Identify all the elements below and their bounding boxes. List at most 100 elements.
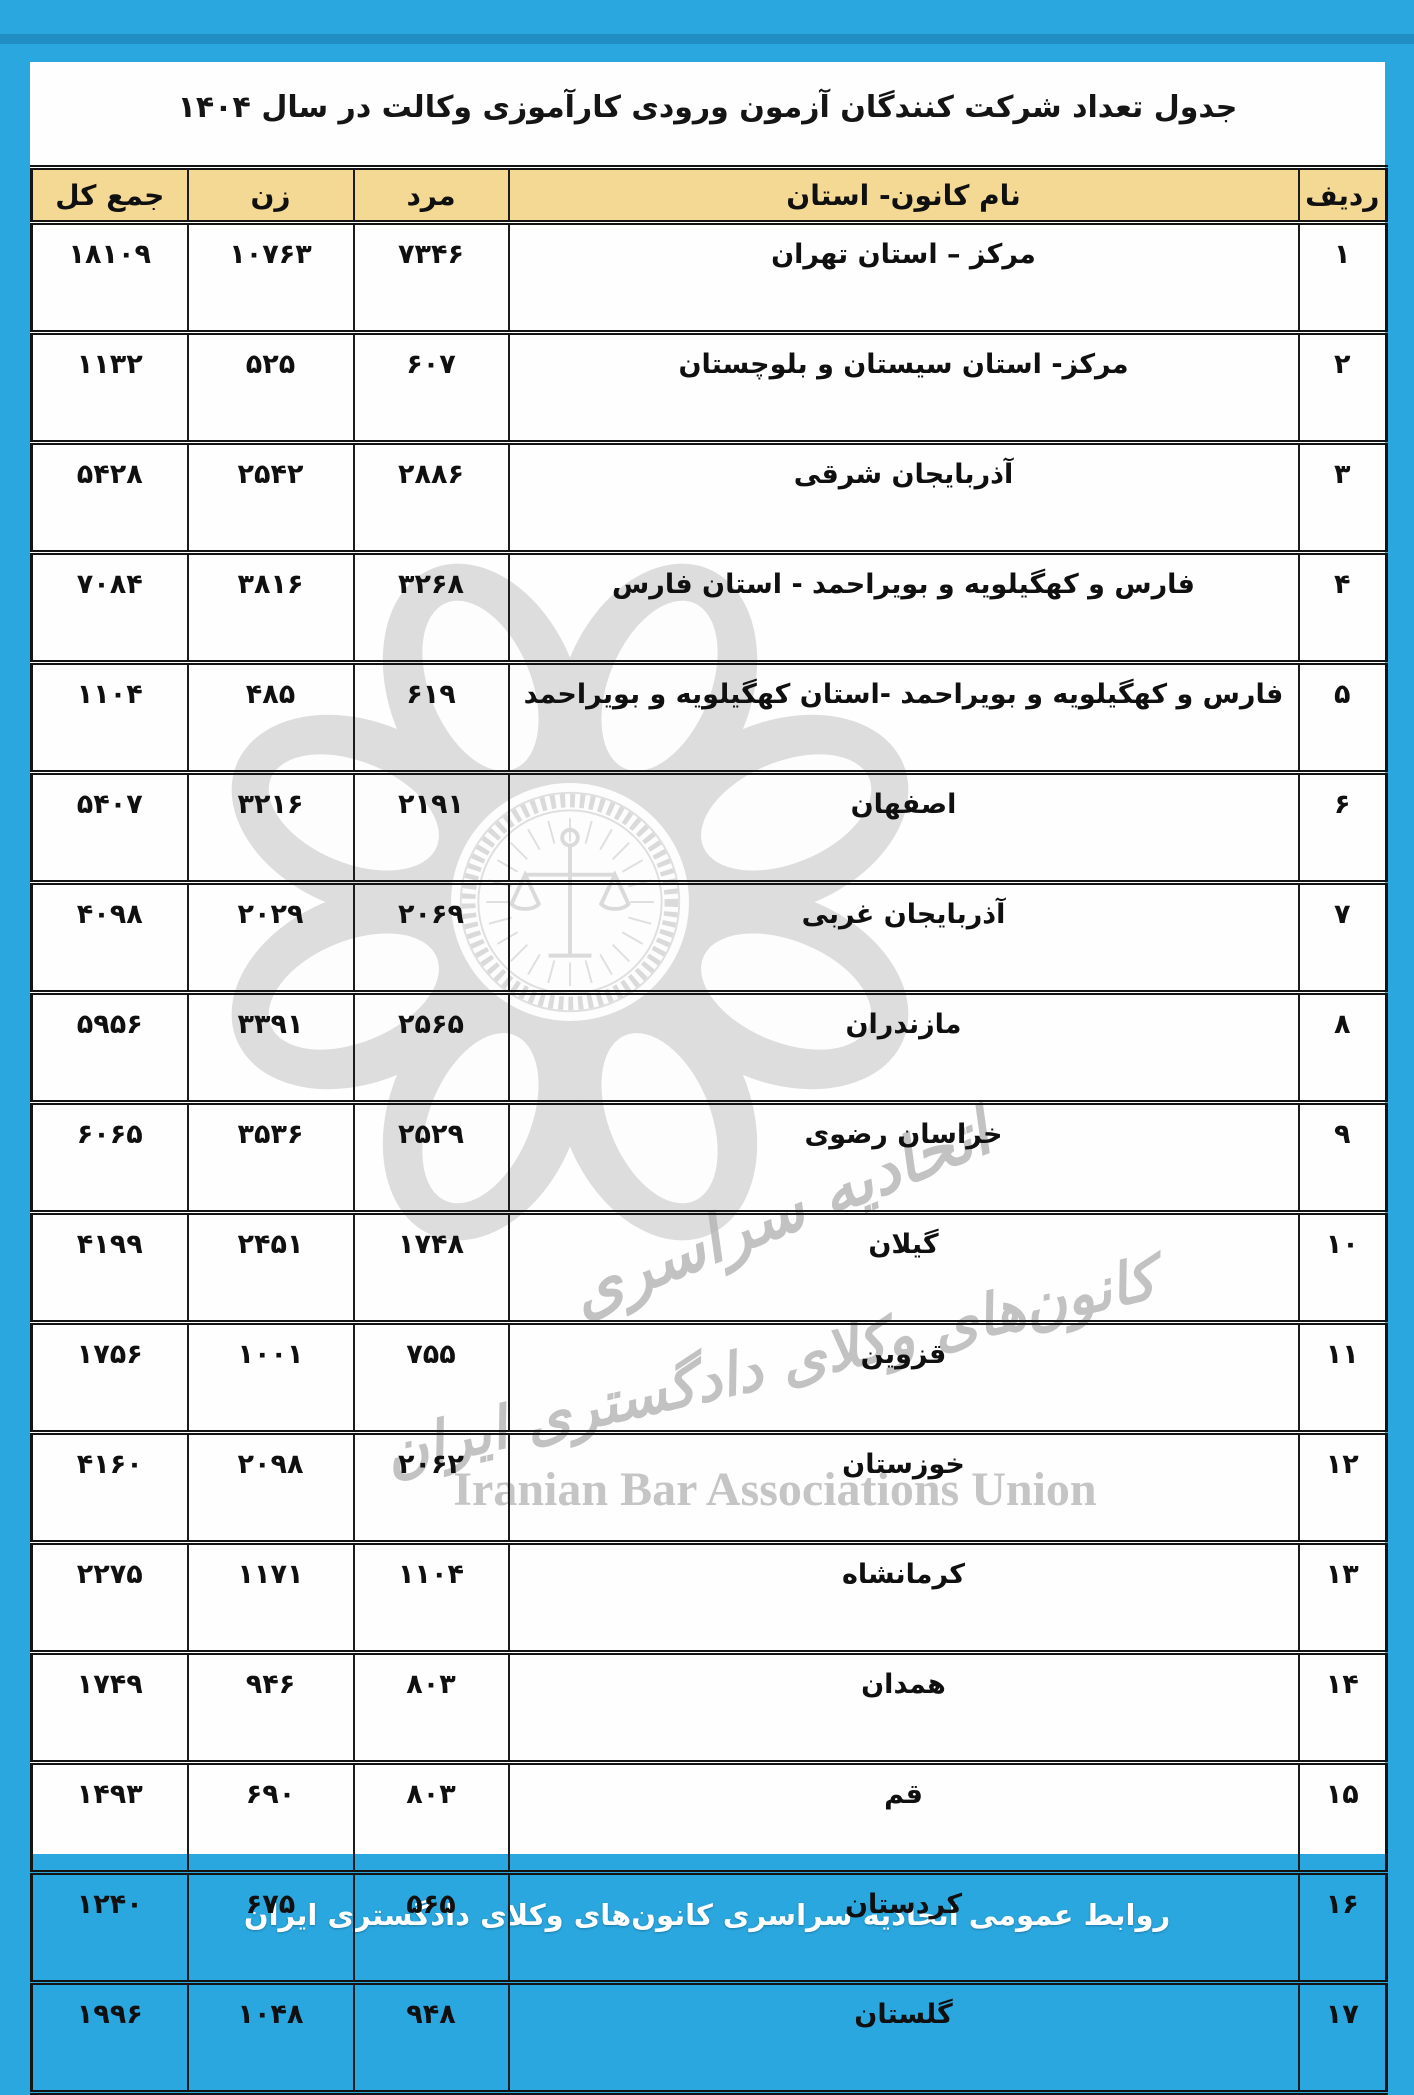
cell-male-count: ۸۰۳: [352, 1760, 510, 1875]
cell-male-count: ۲۵۶۵: [352, 990, 510, 1105]
cell-row-number: ۱۲: [1297, 1430, 1388, 1545]
table-row: ۵ فارس و کهگیلویه و بویراحمد -استان کهگی…: [30, 660, 1388, 775]
cell-male-count: ۳۲۶۸: [352, 550, 510, 665]
cell-female-count: ۹۴۶: [186, 1650, 355, 1765]
cell-male-count: ۲۱۹۱: [352, 770, 510, 885]
cell-association-name: خوزستان: [507, 1430, 1300, 1545]
cell-female-count: ۴۸۵: [186, 660, 355, 775]
cell-association-name: مرکز- استان سیستان و بلوچستان: [507, 330, 1300, 445]
document-title: جدول تعداد شرکت کنندگان آزمون ورودی کارآ…: [177, 90, 1238, 125]
cell-row-number: ۸: [1297, 990, 1388, 1105]
col-header-association-name: نام کانون- استان: [507, 165, 1300, 225]
cell-total-count: ۱۹۹۶: [30, 1980, 189, 2095]
cell-total-count: ۱۲۴۰: [30, 1870, 189, 1985]
cell-female-count: ۳۲۱۶: [186, 770, 355, 885]
cell-total-count: ۶۰۶۵: [30, 1100, 189, 1215]
cell-association-name: اصفهان: [507, 770, 1300, 885]
top-edge-shadow: [0, 34, 1414, 44]
cell-female-count: ۲۴۵۱: [186, 1210, 355, 1325]
cell-association-name: آذربایجان غربی: [507, 880, 1300, 995]
table-row: ۱۰ گیلان ۱۷۴۸ ۲۴۵۱ ۴۱۹۹: [30, 1210, 1388, 1325]
cell-association-name: کردستان: [507, 1870, 1300, 1985]
cell-male-count: ۸۰۳: [352, 1650, 510, 1765]
table-header-row: ردیف نام کانون- استان مرد زن جمع کل: [30, 165, 1388, 225]
cell-association-name: همدان: [507, 1650, 1300, 1765]
cell-association-name: فارس و کهگیلویه و بویراحمد -استان کهگیلو…: [507, 660, 1300, 775]
col-header-male: مرد: [352, 165, 510, 225]
cell-row-number: ۱۳: [1297, 1540, 1388, 1655]
table-row: ۷ آذربایجان غربی ۲۰۶۹ ۲۰۲۹ ۴۰۹۸: [30, 880, 1388, 995]
cell-female-count: ۱۰۷۶۳: [186, 220, 355, 335]
cell-total-count: ۲۲۷۵: [30, 1540, 189, 1655]
cell-association-name: قم: [507, 1760, 1300, 1875]
cell-female-count: ۳۵۳۶: [186, 1100, 355, 1215]
col-header-female: زن: [186, 165, 355, 225]
cell-total-count: ۱۱۰۴: [30, 660, 189, 775]
cell-total-count: ۱۷۴۹: [30, 1650, 189, 1765]
cell-association-name: خراسان رضوی: [507, 1100, 1300, 1215]
cell-total-count: ۱۸۱۰۹: [30, 220, 189, 335]
cell-male-count: ۷۳۴۶: [352, 220, 510, 335]
cell-total-count: ۴۰۹۸: [30, 880, 189, 995]
table-row: ۳ آذربایجان شرقی ۲۸۸۶ ۲۵۴۲ ۵۴۲۸: [30, 440, 1388, 555]
cell-row-number: ۵: [1297, 660, 1388, 775]
cell-female-count: ۱۰۴۸: [186, 1980, 355, 2095]
cell-row-number: ۶: [1297, 770, 1388, 885]
cell-total-count: ۴۱۶۰: [30, 1430, 189, 1545]
cell-row-number: ۴: [1297, 550, 1388, 665]
cell-male-count: ۶۱۹: [352, 660, 510, 775]
table-row: ۴ فارس و کهگیلویه و بویراحمد - استان فار…: [30, 550, 1388, 665]
table-row: ۸ مازندران ۲۵۶۵ ۳۳۹۱ ۵۹۵۶: [30, 990, 1388, 1105]
cell-total-count: ۵۴۰۷: [30, 770, 189, 885]
cell-association-name: گلستان: [507, 1980, 1300, 2095]
cell-row-number: ۱۷: [1297, 1980, 1388, 2095]
table-row: ۱۴ همدان ۸۰۳ ۹۴۶ ۱۷۴۹: [30, 1650, 1388, 1765]
col-header-total: جمع کل: [30, 165, 189, 225]
col-header-row-number: ردیف: [1297, 165, 1388, 225]
cell-row-number: ۱۴: [1297, 1650, 1388, 1765]
cell-association-name: مرکز – استان تهران: [507, 220, 1300, 335]
cell-female-count: ۳۳۹۱: [186, 990, 355, 1105]
table-row: ۱۲ خوزستان ۲۰۶۲ ۲۰۹۸ ۴۱۶۰: [30, 1430, 1388, 1545]
table-row: ۱۷ گلستان ۹۴۸ ۱۰۴۸ ۱۹۹۶: [30, 1980, 1388, 2095]
cell-row-number: ۱۶: [1297, 1870, 1388, 1985]
cell-total-count: ۱۱۳۲: [30, 330, 189, 445]
cell-male-count: ۱۷۴۸: [352, 1210, 510, 1325]
cell-total-count: ۷۰۸۴: [30, 550, 189, 665]
cell-row-number: ۲: [1297, 330, 1388, 445]
cell-row-number: ۳: [1297, 440, 1388, 555]
page: { "page": { "title": "جدول تعداد شرکت کن…: [0, 34, 1414, 2095]
cell-total-count: ۴۱۹۹: [30, 1210, 189, 1325]
participants-table: ردیف نام کانون- استان مرد زن جمع کل ۱ مر…: [30, 165, 1388, 2095]
cell-male-count: ۲۸۸۶: [352, 440, 510, 555]
table-row: ۹ خراسان رضوی ۲۵۲۹ ۳۵۳۶ ۶۰۶۵: [30, 1100, 1388, 1215]
cell-row-number: ۱: [1297, 220, 1388, 335]
cell-male-count: ۵۶۵: [352, 1870, 510, 1985]
cell-male-count: ۲۰۶۹: [352, 880, 510, 995]
cell-female-count: ۵۲۵: [186, 330, 355, 445]
cell-row-number: ۱۰: [1297, 1210, 1388, 1325]
cell-row-number: ۷: [1297, 880, 1388, 995]
cell-male-count: ۶۰۷: [352, 330, 510, 445]
cell-total-count: ۱۷۵۶: [30, 1320, 189, 1435]
cell-female-count: ۳۸۱۶: [186, 550, 355, 665]
cell-association-name: قزوین: [507, 1320, 1300, 1435]
table-row: ۱ مرکز – استان تهران ۷۳۴۶ ۱۰۷۶۳ ۱۸۱۰۹: [30, 220, 1388, 335]
cell-male-count: ۱۱۰۴: [352, 1540, 510, 1655]
cell-association-name: آذربایجان شرقی: [507, 440, 1300, 555]
cell-association-name: مازندران: [507, 990, 1300, 1105]
cell-male-count: ۷۵۵: [352, 1320, 510, 1435]
cell-association-name: گیلان: [507, 1210, 1300, 1325]
table-row: ۲ مرکز- استان سیستان و بلوچستان ۶۰۷ ۵۲۵ …: [30, 330, 1388, 445]
cell-female-count: ۲۵۴۲: [186, 440, 355, 555]
cell-female-count: ۱۰۰۱: [186, 1320, 355, 1435]
table-row: ۱۶ کردستان ۵۶۵ ۶۷۵ ۱۲۴۰: [30, 1870, 1388, 1985]
cell-total-count: ۵۹۵۶: [30, 990, 189, 1105]
table-row: ۱۱ قزوین ۷۵۵ ۱۰۰۱ ۱۷۵۶: [30, 1320, 1388, 1435]
cell-female-count: ۲۰۹۸: [186, 1430, 355, 1545]
cell-male-count: ۹۴۸: [352, 1980, 510, 2095]
cell-row-number: ۱۵: [1297, 1760, 1388, 1875]
cell-association-name: کرمانشاه: [507, 1540, 1300, 1655]
cell-female-count: ۶۹۰: [186, 1760, 355, 1875]
cell-row-number: ۱۱: [1297, 1320, 1388, 1435]
